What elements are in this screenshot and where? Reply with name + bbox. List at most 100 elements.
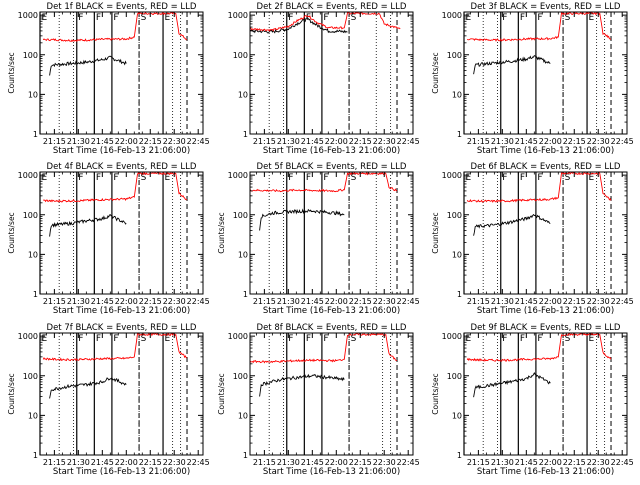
- x-tick-label: 22:30: [587, 137, 610, 146]
- y-axis-label: Counts/sec: [217, 212, 226, 253]
- series-line-lld: [466, 332, 612, 362]
- series-line-events: [249, 17, 348, 34]
- y-tick-label: 10: [452, 250, 462, 259]
- series-line-lld: [249, 11, 401, 32]
- y-tick-label: 10: [238, 90, 248, 99]
- x-tick-label: 22:15: [563, 458, 586, 467]
- event-marker-label: F: [520, 334, 525, 344]
- y-tick-label: 1: [457, 130, 462, 139]
- y-tick-label: 1000: [18, 332, 38, 341]
- chart-title: Det 4f BLACK = Events, RED = LLD: [47, 162, 197, 172]
- y-tick-label: 1000: [442, 171, 462, 180]
- x-tick-label: 22:30: [587, 297, 610, 306]
- event-marker-label: F: [537, 13, 542, 23]
- series-line-lld: [466, 171, 612, 203]
- y-tick-label: 1: [243, 290, 248, 299]
- x-tick-label: 21:45: [301, 297, 324, 306]
- x-tick-label: 22:00: [539, 297, 562, 306]
- event-marker-label: F: [323, 173, 328, 183]
- x-tick-label: 21:15: [467, 297, 490, 306]
- chart-title: Det 2f BLACK = Events, RED = LLD: [257, 2, 407, 12]
- event-marker-label: E: [589, 334, 595, 344]
- event-marker-label: S: [141, 173, 147, 183]
- y-tick-label: 10: [28, 90, 38, 99]
- event-marker-label: E: [42, 173, 48, 183]
- event-marker-label: F: [306, 13, 311, 23]
- x-tick-label: 22:30: [373, 458, 396, 467]
- event-marker-label: E: [466, 13, 472, 23]
- y-tick-label: 1000: [442, 332, 462, 341]
- x-tick-label: 21:30: [277, 297, 300, 306]
- y-tick-label: 10: [238, 250, 248, 259]
- series-line-lld: [467, 11, 611, 42]
- y-tick-label: 1000: [228, 11, 248, 20]
- event-marker-label: E: [466, 173, 472, 183]
- x-tick-label: 22:00: [115, 137, 138, 146]
- x-tick-label: 22:15: [139, 458, 162, 467]
- event-marker-label: F: [78, 334, 83, 344]
- event-marker-label: F: [96, 173, 101, 183]
- plot-frame: [249, 11, 414, 135]
- series-line-lld: [42, 11, 187, 43]
- event-marker-label: E: [165, 173, 171, 183]
- event-marker-label: F: [502, 13, 507, 23]
- x-tick-label: 21:45: [515, 297, 538, 306]
- event-marker-label: E: [466, 334, 472, 344]
- series-line-events: [473, 54, 551, 75]
- x-tick-label: 22:45: [397, 458, 420, 467]
- x-tick-label: 22:00: [115, 297, 138, 306]
- x-tick-label: 22:15: [349, 297, 372, 306]
- event-marker-label: E: [165, 334, 171, 344]
- event-marker-label: F: [288, 13, 293, 23]
- x-axis-label: Start Time (16-Feb-13 21:06:00): [263, 306, 400, 316]
- event-marker-label: F: [502, 173, 507, 183]
- y-tick-label: 10: [238, 411, 248, 420]
- series-line-lld: [43, 171, 187, 203]
- y-tick-label: 10: [28, 250, 38, 259]
- x-tick-label: 21:15: [253, 458, 276, 467]
- x-tick-label: 21:45: [515, 458, 538, 467]
- y-axis-label: Counts/sec: [7, 373, 16, 414]
- x-axis-label: Start Time (16-Feb-13 21:06:00): [53, 467, 190, 477]
- plot-frame: [463, 332, 628, 456]
- x-axis-label: Start Time (16-Feb-13 21:06:00): [263, 146, 400, 156]
- y-tick-label: 100: [233, 211, 248, 220]
- x-tick-label: 21:15: [43, 297, 66, 306]
- series-line-lld: [249, 171, 398, 193]
- chart-title: Det 8f BLACK = Events, RED = LLD: [257, 323, 407, 333]
- x-tick-label: 22:45: [397, 137, 420, 146]
- x-tick-label: 22:00: [539, 458, 562, 467]
- x-tick-label: 21:45: [91, 297, 114, 306]
- y-tick-label: 10: [452, 411, 462, 420]
- y-tick-label: 1: [243, 451, 248, 460]
- y-tick-label: 1: [33, 290, 38, 299]
- y-axis-label: Counts/sec: [7, 52, 16, 93]
- y-tick-label: 1000: [18, 11, 38, 20]
- y-axis-label: Counts/sec: [431, 212, 440, 253]
- series-line-lld: [42, 332, 188, 362]
- event-marker-label: F: [288, 334, 293, 344]
- series-line-lld: [249, 332, 398, 364]
- y-tick-label: 1000: [18, 171, 38, 180]
- chart-title: Det 7f BLACK = Events, RED = LLD: [47, 323, 197, 333]
- x-axis-label: Start Time (16-Feb-13 21:06:00): [477, 306, 614, 316]
- y-tick-label: 1000: [228, 171, 248, 180]
- plot-frame: [39, 11, 204, 135]
- event-marker-label: S: [141, 334, 147, 344]
- event-marker-label: S: [351, 334, 357, 344]
- x-tick-label: 22:15: [139, 297, 162, 306]
- plot-frame: [463, 171, 628, 295]
- event-marker-label: F: [113, 173, 118, 183]
- y-tick-label: 100: [233, 372, 248, 381]
- event-marker-label: F: [502, 334, 507, 344]
- x-tick-label: 22:15: [139, 137, 162, 146]
- y-tick-label: 1: [243, 130, 248, 139]
- x-tick-label: 21:15: [43, 137, 66, 146]
- y-tick-label: 10: [28, 411, 38, 420]
- x-tick-label: 21:30: [491, 297, 514, 306]
- x-tick-label: 21:30: [491, 137, 514, 146]
